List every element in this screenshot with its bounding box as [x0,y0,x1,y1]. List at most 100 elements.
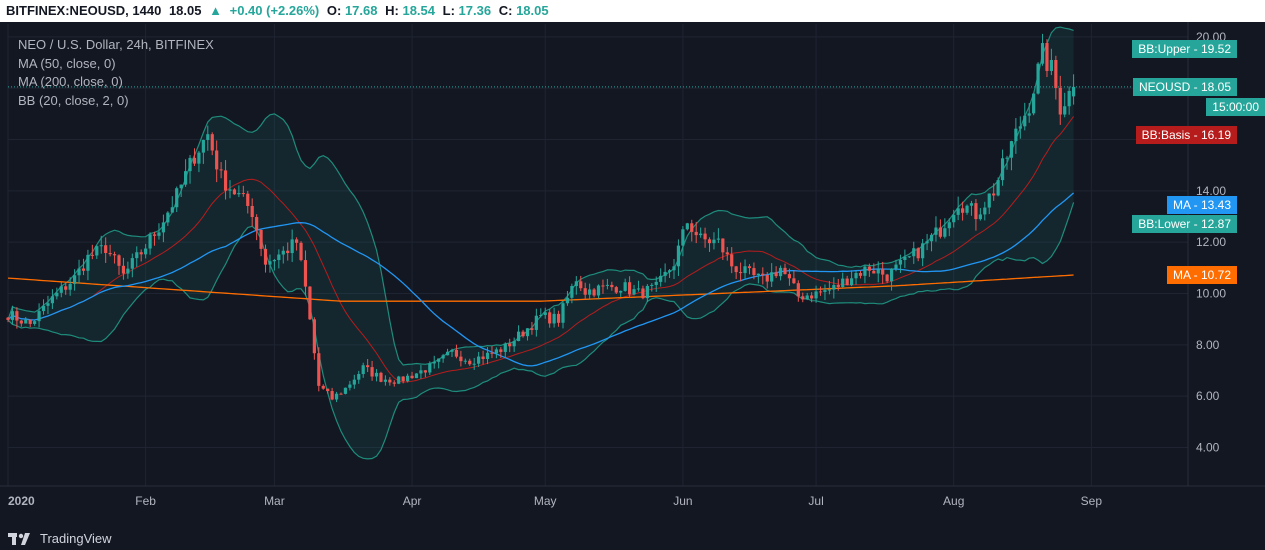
candle-191[interactable] [854,270,858,285]
candle-68[interactable] [308,286,312,320]
candle-200[interactable] [894,259,898,272]
candle-155[interactable] [694,221,698,244]
candle-111[interactable] [499,347,503,358]
candle-0[interactable] [6,316,10,323]
candle-8[interactable] [41,299,46,315]
candle-164[interactable] [734,265,738,279]
candle-19[interactable] [90,244,94,260]
candle-147[interactable] [659,268,663,287]
candle-169[interactable] [756,273,760,284]
candle-17[interactable] [81,258,86,276]
candle-18[interactable] [86,249,90,281]
candle-192[interactable] [858,270,863,279]
candle-178[interactable] [796,280,800,302]
candle-225[interactable] [1005,155,1009,170]
candle-40[interactable] [184,159,188,187]
candle-152[interactable] [681,226,685,257]
candle-5[interactable] [28,319,32,328]
candle-7[interactable] [37,303,41,328]
candle-66[interactable] [299,241,303,262]
candle-35[interactable] [161,214,165,243]
candle-41[interactable] [188,154,192,184]
candle-42[interactable] [192,148,197,166]
candle-181[interactable] [810,292,814,303]
candle-33[interactable] [152,231,157,246]
candle-187[interactable] [836,278,840,291]
candle-237[interactable] [1058,75,1062,125]
candle-29[interactable] [135,246,139,268]
candle-21[interactable] [99,235,103,254]
candle-161[interactable] [721,238,725,261]
candle-174[interactable] [778,265,783,281]
candle-211[interactable] [943,218,947,239]
candle-113[interactable] [508,338,512,353]
candle-135[interactable] [605,278,609,290]
candle-67[interactable] [303,250,308,296]
candle-232[interactable] [1036,62,1040,95]
candle-179[interactable] [801,292,805,303]
candle-86[interactable] [388,377,392,386]
candle-142[interactable] [636,280,641,292]
candle-101[interactable] [454,344,459,359]
candle-197[interactable] [881,261,885,284]
legend-ma200[interactable]: MA (200, close, 0) [18,74,123,89]
candle-172[interactable] [770,263,774,287]
candle-69[interactable] [312,317,316,360]
candle-235[interactable] [1049,48,1053,76]
candle-16[interactable] [77,259,81,284]
candle-61[interactable] [277,249,281,269]
candle-119[interactable] [534,308,538,337]
candle-171[interactable] [765,272,769,289]
candle-208[interactable] [929,233,934,252]
candle-106[interactable] [477,351,481,367]
candle-104[interactable] [468,358,472,366]
candle-199[interactable] [889,268,894,291]
candle-214[interactable] [956,196,960,221]
candle-20[interactable] [95,245,99,260]
candle-210[interactable] [938,219,942,239]
candle-112[interactable] [503,342,507,358]
legend-ma50[interactable]: MA (50, close, 0) [18,55,116,71]
candle-24[interactable] [112,251,117,264]
candle-56[interactable] [255,214,259,241]
candle-233[interactable] [1040,33,1045,66]
footer-brand[interactable]: TradingView [40,531,112,546]
candle-126[interactable] [565,290,570,306]
candle-59[interactable] [268,254,272,273]
candle-218[interactable] [974,199,978,231]
candle-93[interactable] [419,365,423,379]
candle-170[interactable] [761,267,765,285]
candle-205[interactable] [916,247,920,262]
candle-129[interactable] [579,275,583,292]
candle-64[interactable] [290,229,294,262]
candle-39[interactable] [179,184,183,197]
candle-220[interactable] [983,201,987,221]
candle-239[interactable] [1067,86,1071,115]
candle-185[interactable] [827,280,831,295]
candle-80[interactable] [361,362,365,378]
candle-14[interactable] [68,277,72,296]
candle-12[interactable] [59,282,63,298]
candle-58[interactable] [263,244,268,273]
candle-76[interactable] [343,387,348,395]
candle-145[interactable] [650,283,654,292]
candle-91[interactable] [410,371,414,379]
candle-92[interactable] [414,373,419,379]
candle-36[interactable] [166,211,170,226]
candle-215[interactable] [961,201,965,221]
candle-108[interactable] [485,347,490,365]
candle-224[interactable] [1000,149,1005,186]
candle-75[interactable] [339,392,343,395]
candle-149[interactable] [667,269,672,278]
candle-63[interactable] [286,242,290,261]
candle-141[interactable] [632,284,636,296]
candle-134[interactable] [601,279,605,294]
candle-107[interactable] [481,350,485,365]
candle-115[interactable] [517,325,521,342]
candle-231[interactable] [1032,93,1036,116]
candle-27[interactable] [126,261,130,279]
candle-50[interactable] [228,180,232,199]
candle-84[interactable] [379,371,383,383]
candle-219[interactable] [978,208,982,221]
candle-110[interactable] [494,347,498,359]
